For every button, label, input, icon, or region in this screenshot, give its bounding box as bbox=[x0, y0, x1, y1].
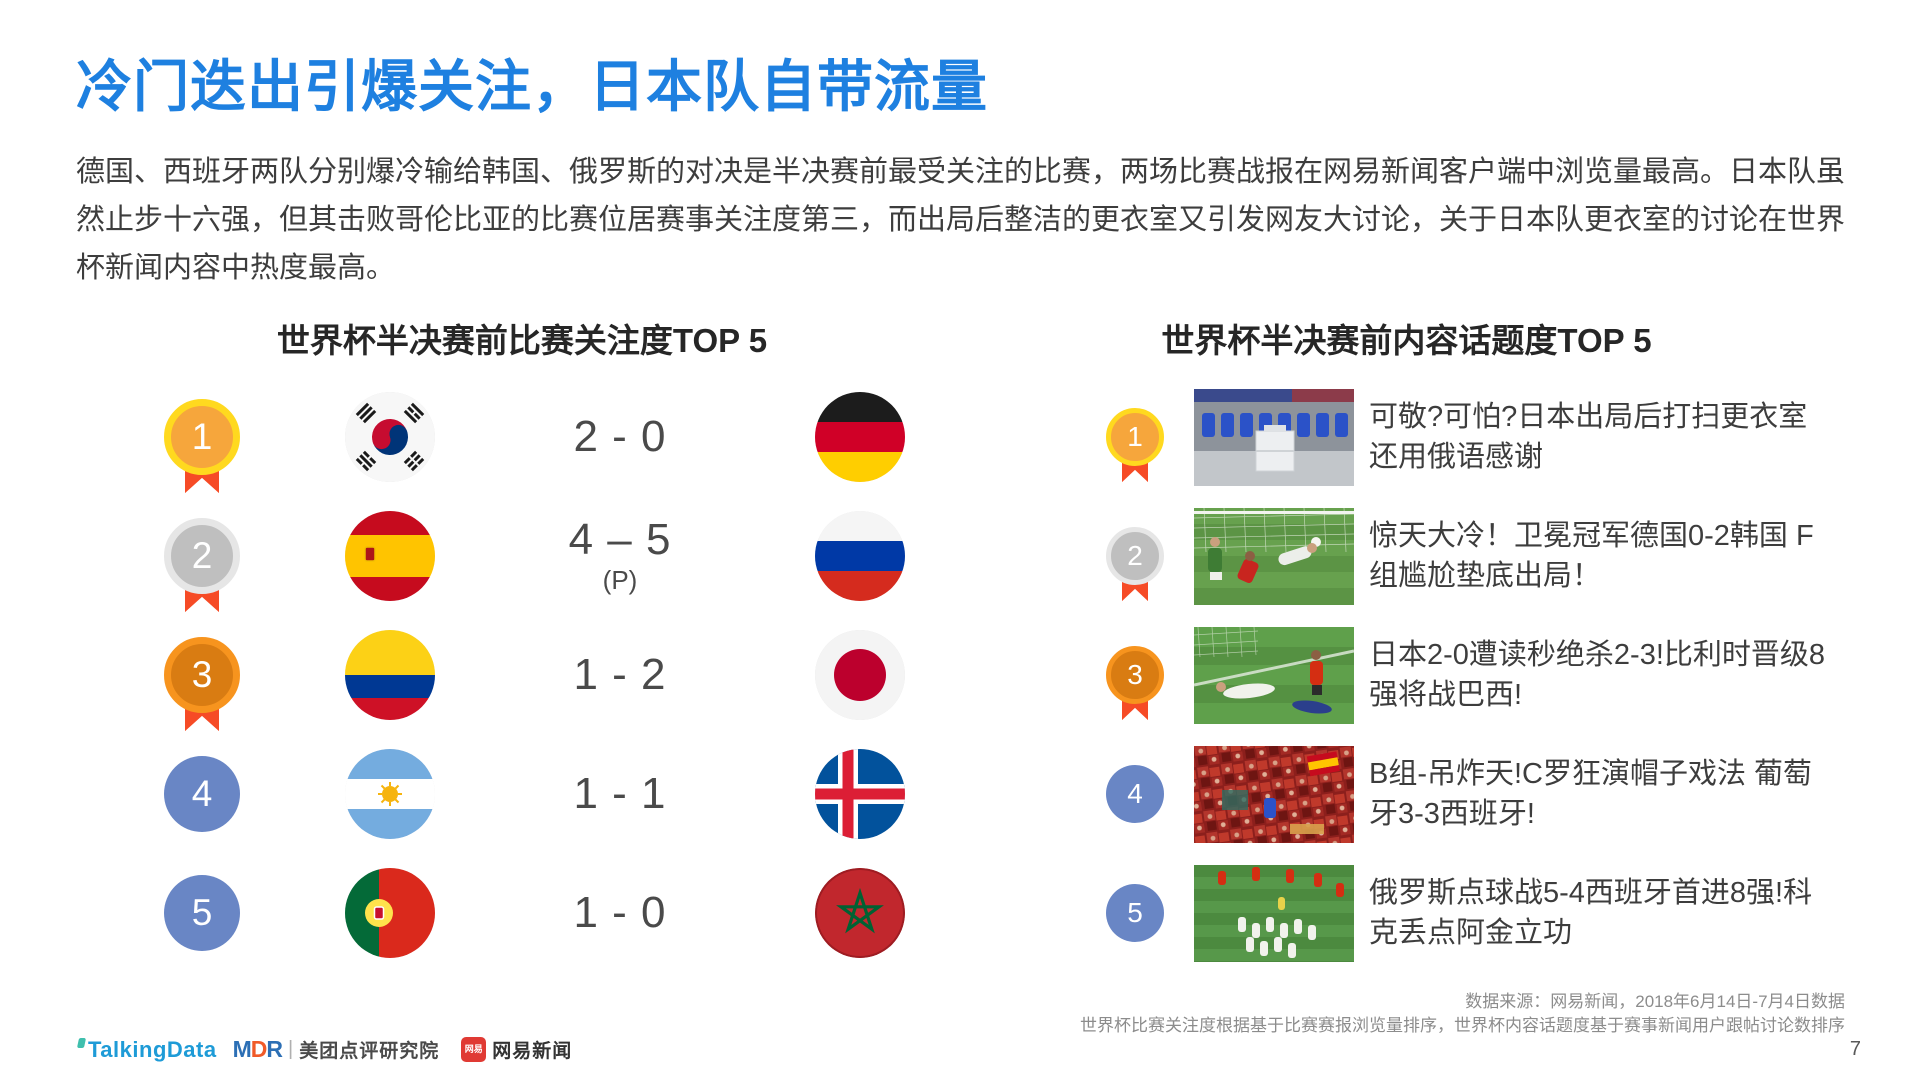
flag-colombia-icon bbox=[345, 630, 435, 721]
news-row-5: 5 bbox=[968, 854, 1845, 973]
flag-japan-icon bbox=[815, 630, 905, 721]
news-headline: 日本2-0遭读秒绝杀2-3!比利时晋级8强将战巴西! bbox=[1369, 639, 1826, 712]
talkingdata-mark-icon bbox=[76, 1037, 87, 1048]
match-row-1: 1 bbox=[76, 378, 968, 497]
data-source-note: 数据来源：网易新闻，2018年6月14日-7月4日数据 世界杯比赛关注度根据基于… bbox=[1080, 990, 1845, 1038]
flag-portugal-icon bbox=[345, 868, 435, 959]
penalty-note: (P) bbox=[602, 564, 638, 595]
right-section-title: 世界杯半决赛前内容话题度TOP 5 bbox=[1161, 321, 1652, 359]
flag-germany-icon bbox=[815, 392, 905, 483]
logo-divider: | bbox=[287, 1038, 294, 1060]
content-topic-section: 世界杯半决赛前内容话题度TOP 5 1 bbox=[968, 300, 1845, 973]
news-headline: 可敬?可怕?日本出局后打扫更衣室 还用俄语感谢 bbox=[1369, 401, 1808, 474]
flag-iceland-icon bbox=[815, 749, 905, 840]
match-row-3: 3 1 - 2 bbox=[76, 616, 968, 735]
source-line-2: 世界杯比赛关注度根据基于比赛赛报浏览量排序，世界杯内容话题度基于赛事新闻用户跟帖… bbox=[1080, 1016, 1845, 1035]
score-block: 1 - 2 bbox=[525, 649, 715, 699]
talkingdata-logo: TalkingData bbox=[76, 1037, 217, 1063]
score-block: 1 - 1 bbox=[525, 768, 715, 818]
match-score: 4 – 5 bbox=[568, 515, 672, 565]
germany-korea-goal-photo bbox=[1194, 507, 1354, 605]
gold-medal-icon: 1 bbox=[1106, 408, 1164, 483]
rank-4-badge: 4 bbox=[164, 756, 240, 833]
news-row-2: 2 bbox=[968, 497, 1845, 616]
fans-crowd-photo bbox=[1194, 745, 1354, 843]
flag-morocco-icon bbox=[815, 868, 905, 959]
match-row-4: 4 bbox=[76, 735, 968, 854]
russia-celebration-photo bbox=[1194, 864, 1354, 962]
silver-medal-icon: 2 bbox=[164, 518, 240, 613]
netease-logo-icon: 网易 bbox=[461, 1037, 487, 1062]
news-row-3: 3 bbox=[968, 616, 1845, 735]
gold-medal-icon: 1 bbox=[164, 399, 240, 494]
page-number: 7 bbox=[1849, 1038, 1861, 1060]
match-score: 1 - 0 bbox=[573, 887, 667, 937]
match-score: 1 - 1 bbox=[573, 768, 667, 818]
bronze-medal-icon: 3 bbox=[164, 637, 240, 732]
match-row-2: 2 4 – 5 (P) bbox=[76, 497, 968, 616]
news-row-4: 4 bbox=[968, 735, 1845, 854]
flag-spain-icon bbox=[345, 511, 435, 602]
match-score: 1 - 2 bbox=[573, 649, 667, 699]
page-title: 冷门迭出引爆关注，日本队自带流量 bbox=[76, 55, 988, 118]
match-row-5: 5 1 - 0 bbox=[76, 854, 968, 973]
locker-room-photo bbox=[1194, 388, 1354, 486]
two-column-layout: 世界杯半决赛前比赛关注度TOP 5 1 bbox=[76, 300, 1845, 973]
left-section-title: 世界杯半决赛前比赛关注度TOP 5 bbox=[276, 321, 768, 359]
match-score: 2 - 0 bbox=[573, 411, 667, 461]
news-headline: 惊天大冷！卫冕冠军德国0-2韩国 F组尴尬垫底出局！ bbox=[1369, 520, 1814, 593]
match-attention-section: 世界杯半决赛前比赛关注度TOP 5 1 bbox=[76, 300, 968, 973]
mdr-logo: MDR bbox=[232, 1036, 283, 1062]
japan-belgium-photo bbox=[1194, 626, 1354, 724]
score-block: 4 – 5 (P) bbox=[525, 515, 715, 596]
flag-south-korea-icon bbox=[345, 392, 435, 483]
rank-4-badge: 4 bbox=[1106, 765, 1164, 824]
source-line-1: 数据来源：网易新闻，2018年6月14日-7月4日数据 bbox=[1465, 992, 1845, 1011]
rank-5-badge: 5 bbox=[1106, 884, 1164, 943]
silver-medal-icon: 2 bbox=[1106, 527, 1164, 602]
footer-logos: TalkingData MDR | 美团点评研究院 网易 网易新闻 bbox=[76, 1036, 573, 1063]
news-headline: 俄罗斯点球战5-4西班牙首进8强!科克丢点阿金立功 bbox=[1369, 877, 1813, 950]
bronze-medal-icon: 3 bbox=[1106, 646, 1164, 721]
news-headline: B组-吊炸天!C罗狂演帽子戏法 葡萄牙3-3西班牙! bbox=[1369, 758, 1813, 831]
rank-5-badge: 5 bbox=[164, 875, 240, 952]
news-row-1: 1 bbox=[968, 378, 1845, 497]
flag-russia-icon bbox=[815, 511, 905, 602]
flag-argentina-icon bbox=[345, 749, 435, 840]
intro-paragraph: 德国、西班牙两队分别爆冷输给韩国、俄罗斯的对决是半决赛前最受关注的比赛，两场比赛… bbox=[76, 155, 1846, 284]
score-block: 2 - 0 bbox=[525, 411, 715, 461]
netease-news-label: 网易新闻 bbox=[492, 1041, 573, 1062]
score-block: 1 - 0 bbox=[525, 887, 715, 937]
meituan-dianping-institute-label: 美团点评研究院 bbox=[299, 1041, 440, 1062]
